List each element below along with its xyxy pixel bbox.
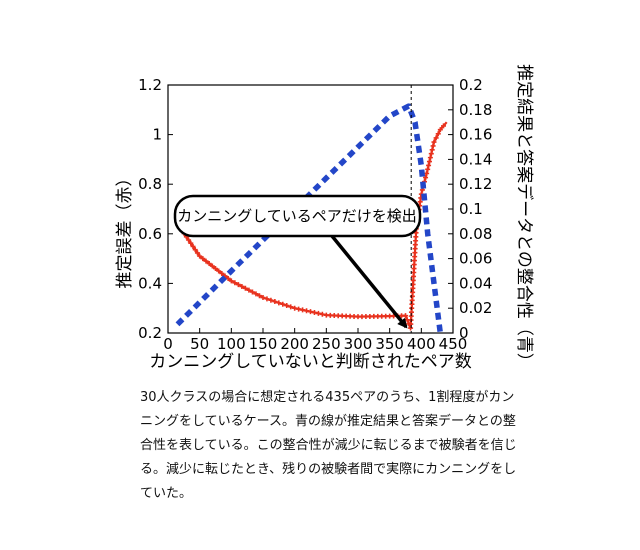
y-left-tick-label: 1.2 xyxy=(138,76,162,94)
x-tick-label: 250 xyxy=(312,335,341,353)
red-series-marker xyxy=(284,303,290,309)
x-tick-label: 300 xyxy=(344,335,373,353)
red-series-marker xyxy=(190,243,196,249)
red-series-marker xyxy=(216,268,222,274)
red-series-marker xyxy=(300,307,306,313)
y-right-tick-label: 0.2 xyxy=(459,76,483,94)
y-right-tick-label: 0.06 xyxy=(459,250,492,268)
red-series-marker xyxy=(437,127,443,133)
red-series-marker xyxy=(427,155,433,161)
red-series-marker xyxy=(296,306,302,312)
red-series-marker xyxy=(194,250,200,256)
red-series-marker xyxy=(235,282,241,288)
red-series-marker xyxy=(228,278,234,284)
red-series-marker xyxy=(232,280,238,286)
x-tick-label: 350 xyxy=(375,335,404,353)
red-series-marker xyxy=(249,289,255,295)
red-series-marker xyxy=(225,275,231,281)
red-series-marker xyxy=(268,297,274,303)
red-series-marker xyxy=(292,305,298,311)
red-series-marker xyxy=(260,295,266,301)
annotation-callout: カンニングしているペアだけを検出 xyxy=(173,194,422,329)
y-right-tick-label: 0.16 xyxy=(459,126,492,144)
y-right-tick-label: 0.12 xyxy=(459,175,492,193)
red-series-marker xyxy=(288,304,294,310)
red-series-marker xyxy=(425,166,431,172)
x-tick-label: 50 xyxy=(190,335,209,353)
red-series-marker xyxy=(219,270,225,276)
annotation-text: カンニングしているペアだけを検出 xyxy=(177,207,417,225)
red-series-marker xyxy=(246,287,252,293)
red-series-marker xyxy=(424,170,430,176)
red-series-marker xyxy=(197,253,203,259)
red-series-marker xyxy=(441,123,446,129)
annotation-box xyxy=(173,194,422,238)
y-left-tick-label: 0.4 xyxy=(138,274,162,292)
annotation-arrow xyxy=(330,234,408,329)
x-axis-title: カンニングしていないと判断されたペア数 xyxy=(149,352,472,372)
y-right-tick-label: 0.1 xyxy=(459,200,483,218)
red-series-marker xyxy=(192,247,198,253)
red-series-marker xyxy=(428,151,434,157)
red-series-marker xyxy=(242,285,248,291)
red-series-marker xyxy=(429,147,435,153)
red-series-marker xyxy=(423,175,429,181)
y-left-tick-label: 0.8 xyxy=(138,175,162,193)
x-tick-label: 0 xyxy=(163,335,173,353)
y-right-tick-label: 0.02 xyxy=(459,299,492,317)
red-series-marker xyxy=(203,258,209,264)
ticks-layer: 0 50 100 150 200 250 300 350 400 450 0.2 0.4 0.6 0.8 1… xyxy=(138,76,492,353)
red-series-marker xyxy=(430,143,436,149)
red-series-marker xyxy=(311,310,317,316)
x-tick-label: 100 xyxy=(217,335,246,353)
y-right-tick-label: 0 xyxy=(459,324,469,342)
x-tick-label: 200 xyxy=(280,335,309,353)
red-series-marker xyxy=(213,266,218,272)
y-right-tick-label: 0.18 xyxy=(459,101,492,119)
red-series-marker xyxy=(256,293,262,299)
figure-caption: 30人クラスの場合に想定される435ペアのうち、1割程度がカンニングをしているケ… xyxy=(140,390,517,501)
red-series-marker xyxy=(253,291,259,297)
x-tick-label: 150 xyxy=(249,335,278,353)
y-left-tick-label: 0.2 xyxy=(138,324,162,342)
red-series-marker xyxy=(435,131,441,137)
red-series-marker xyxy=(426,162,432,168)
y-axis-left-title: 推定誤差（赤） xyxy=(115,170,135,289)
y-left-tick-label: 1 xyxy=(152,126,162,144)
y-right-tick-label: 0.14 xyxy=(459,150,492,168)
red-series-marker xyxy=(239,283,245,289)
red-series-marker xyxy=(200,256,206,262)
red-series-marker xyxy=(315,310,321,316)
y-right-tick-label: 0.04 xyxy=(459,274,492,292)
red-series-marker xyxy=(280,301,286,307)
red-series-marker xyxy=(304,308,310,314)
red-series-marker xyxy=(209,263,215,269)
x-tick-label: 450 xyxy=(439,335,468,353)
red-series-marker xyxy=(319,311,325,317)
red-series-marker xyxy=(272,299,278,305)
y-left-tick-label: 0.6 xyxy=(138,225,162,243)
red-series-marker xyxy=(264,296,270,302)
chart: 0 50 100 150 200 250 300 350 400 450 0.2 0.4 0.6 0.8 1… xyxy=(115,64,535,372)
x-tick-label: 400 xyxy=(407,335,436,353)
red-series-marker xyxy=(276,300,282,306)
red-series-marker xyxy=(188,240,194,246)
red-series-marker xyxy=(186,237,192,243)
red-series-marker xyxy=(308,309,313,315)
y-right-tick-label: 0.08 xyxy=(459,225,492,243)
red-series-marker xyxy=(206,261,212,267)
red-series-marker xyxy=(433,135,439,141)
red-series-marker xyxy=(403,313,408,319)
y-axis-right-title: 推定結果と答案データとの整合性（青） xyxy=(514,64,535,370)
red-series-marker xyxy=(426,159,432,165)
red-series-marker xyxy=(431,139,437,145)
